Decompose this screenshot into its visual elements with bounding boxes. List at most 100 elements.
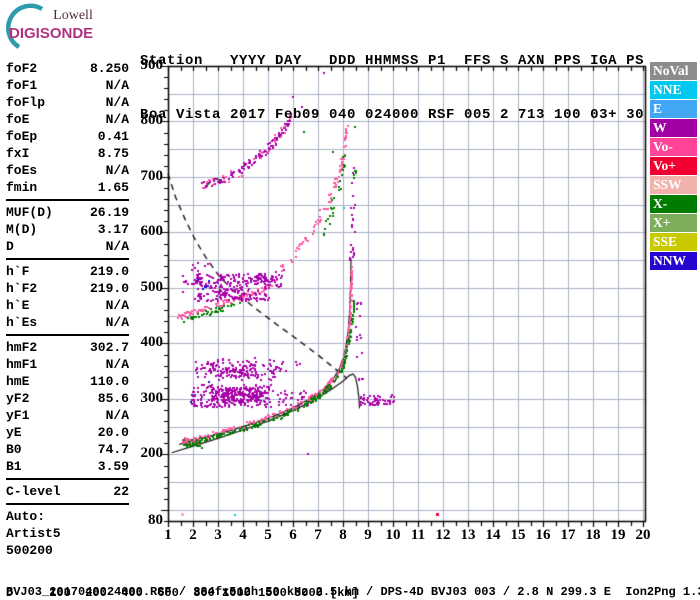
param-footer-label: Artist5 xyxy=(6,526,61,541)
y-tick-label: 600 xyxy=(140,223,164,240)
param-row: hmE 110.0 xyxy=(6,373,129,390)
x-tick-label: 6 xyxy=(289,527,297,543)
param-row: h`Es N/A xyxy=(6,314,129,331)
param-divider xyxy=(6,503,129,505)
legend-item-sse: SSE xyxy=(650,233,697,251)
param-label: yF2 xyxy=(6,391,30,406)
param-value: 20.0 xyxy=(97,425,129,440)
param-row: foE N/A xyxy=(6,111,129,128)
y-tick-label: 300 xyxy=(140,389,164,406)
param-row: foF2 8.250 xyxy=(6,60,129,77)
param-value: 1.65 xyxy=(97,180,129,195)
param-label: foF2 xyxy=(6,61,38,76)
param-label: foE xyxy=(6,112,30,127)
param-row: M(D) 3.17 xyxy=(6,221,129,238)
x-tick-label: 8 xyxy=(339,527,347,543)
param-row: hmF2 302.7 xyxy=(6,339,129,356)
x-tick-label: 13 xyxy=(460,527,476,543)
param-label: hmF2 xyxy=(6,340,38,355)
param-label: fxI xyxy=(6,146,30,161)
logo-digisonde-text: DIGISONDE xyxy=(9,25,94,42)
param-divider xyxy=(6,478,129,480)
lowell-digisonde-logo: Lowell DIGISONDE xyxy=(4,2,124,50)
x-tick-label: 19 xyxy=(610,527,626,543)
status-bar: BVJ03_2017040024000.RSF / 384fx512h 50 k… xyxy=(6,585,700,599)
param-row: h`F 219.0 xyxy=(6,263,129,280)
muf-distance-row: D 100 200 400 600 800 1000 1500 3000 [km… xyxy=(6,586,359,600)
param-label: foF1 xyxy=(6,78,38,93)
param-value: N/A xyxy=(105,95,129,110)
param-row: B0 74.7 xyxy=(6,441,129,458)
x-tick-label: 16 xyxy=(535,527,551,543)
param-label: fmin xyxy=(6,180,38,195)
y-tick-label: 700 xyxy=(140,167,164,184)
param-label: D xyxy=(6,239,14,254)
param-row: fmin 1.65 xyxy=(6,179,129,196)
param-footer-row: Auto: xyxy=(6,508,129,525)
x-tick-label: 10 xyxy=(385,527,401,543)
param-row: C-level 22 xyxy=(6,483,129,500)
param-value: 219.0 xyxy=(89,281,129,296)
param-row: h`E N/A xyxy=(6,297,129,314)
legend-item-e: E xyxy=(650,100,697,118)
param-row: yE 20.0 xyxy=(6,424,129,441)
param-value: 110.0 xyxy=(89,374,129,389)
param-value: 0.41 xyxy=(97,129,129,144)
muf-distance-table: D 100 200 400 600 800 1000 1500 3000 [km… xyxy=(6,553,366,600)
y-tick-label: 400 xyxy=(140,334,164,351)
y-tick-label: 80 xyxy=(148,512,163,528)
param-row: hmF1 N/A xyxy=(6,356,129,373)
param-label: yE xyxy=(6,425,22,440)
param-row: MUF(D) 26.19 xyxy=(6,204,129,221)
param-value: 26.19 xyxy=(89,205,129,220)
legend-item-noval: NoVal xyxy=(650,62,697,80)
param-value: N/A xyxy=(105,315,129,330)
header-values-row: Boa Vista 2017 Feb09 040 024000 RSF 005 … xyxy=(140,107,645,123)
param-footer-label: 500200 xyxy=(6,543,53,558)
param-row: foFlp N/A xyxy=(6,94,129,111)
legend-item-w: W xyxy=(650,119,697,137)
param-label: h`F2 xyxy=(6,281,38,296)
x-tick-label: 1 xyxy=(164,527,172,543)
param-value: 8.250 xyxy=(89,61,129,76)
param-label: B1 xyxy=(6,459,22,474)
param-value: 219.0 xyxy=(89,264,129,279)
param-label: h`Es xyxy=(6,315,38,330)
param-label: MUF(D) xyxy=(6,205,53,220)
param-value: N/A xyxy=(105,163,129,178)
param-row: foEp 0.41 xyxy=(6,128,129,145)
logo-arc-icon xyxy=(6,3,44,49)
param-footer-row: Artist5 xyxy=(6,525,129,542)
legend-item-x: X+ xyxy=(650,214,697,232)
param-label: yF1 xyxy=(6,408,30,423)
param-value: N/A xyxy=(105,298,129,313)
x-tick-label: 11 xyxy=(410,527,426,543)
param-row: foEs N/A xyxy=(6,162,129,179)
y-tick-label: 900 xyxy=(140,57,164,73)
polarization-legend: NoVal NNE E W Vo- Vo+ SSW X- X+ SSE NNW xyxy=(650,62,697,271)
param-label: h`F xyxy=(6,264,30,279)
x-tick-label: 18 xyxy=(585,527,601,543)
x-tick-label: 7 xyxy=(314,527,322,543)
param-row: yF2 85.6 xyxy=(6,390,129,407)
param-value: N/A xyxy=(105,357,129,372)
legend-item-vo: Vo- xyxy=(650,138,697,156)
param-divider xyxy=(6,334,129,336)
param-label: hmF1 xyxy=(6,357,38,372)
param-value: N/A xyxy=(105,112,129,127)
x-tick-label: 12 xyxy=(435,527,451,543)
legend-item-nnw: NNW xyxy=(650,252,697,270)
legend-item-nne: NNE xyxy=(650,81,697,99)
param-value: N/A xyxy=(105,239,129,254)
param-footer-label: Auto: xyxy=(6,509,46,524)
param-label: h`E xyxy=(6,298,30,313)
station-header: Station YYYY DAY DDD HHMMSS P1 FFS S AXN… xyxy=(140,16,644,160)
param-value: 74.7 xyxy=(97,442,129,457)
param-label: C-level xyxy=(6,484,61,499)
x-tick-label: 14 xyxy=(485,527,501,543)
param-row: foF1 N/A xyxy=(6,77,129,94)
legend-item-ssw: SSW xyxy=(650,176,697,194)
param-value: N/A xyxy=(105,78,129,93)
